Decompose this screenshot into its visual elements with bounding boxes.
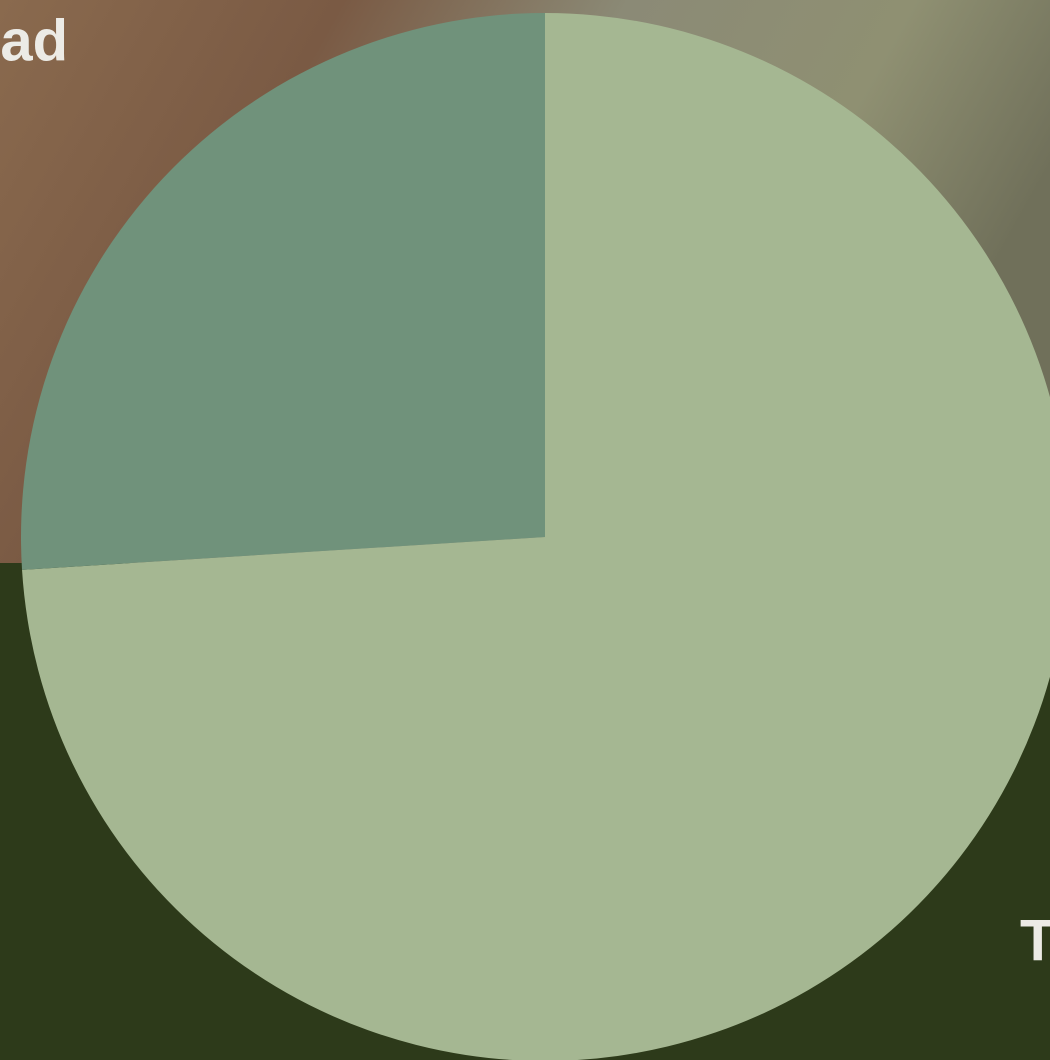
pie <box>21 13 1050 1060</box>
label-fragment: T <box>1020 908 1050 973</box>
chart: ad T <box>0 0 1050 1060</box>
heading-fragment: ad <box>0 8 68 73</box>
page: ad T (() => { const data = JSON.parse(do… <box>0 0 1050 1060</box>
